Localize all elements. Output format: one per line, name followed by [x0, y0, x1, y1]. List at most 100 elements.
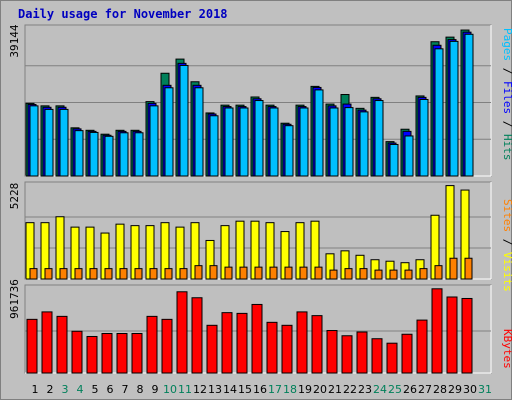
pages-bar [359, 111, 369, 177]
kbytes-bar [161, 318, 173, 374]
kbytes-bar [176, 291, 188, 374]
kbytes-bar [131, 333, 143, 374]
x-tick-label: 31 [478, 383, 492, 396]
sites-bar [134, 268, 143, 280]
pages-bar [119, 132, 129, 177]
x-tick-label: 1 [32, 383, 39, 396]
sites-bar [44, 268, 53, 280]
kbytes-bar [296, 311, 308, 374]
pages-bar [314, 89, 324, 177]
kbytes-bar [416, 319, 428, 374]
kbytes-bar [446, 296, 458, 374]
kbytes-bar [191, 297, 203, 374]
pages-bar [449, 40, 459, 177]
kbytes-bar [311, 315, 323, 374]
x-tick-label: 18 [283, 383, 297, 396]
kbytes-bar [56, 315, 68, 374]
kbytes-bar [206, 324, 218, 374]
pages-bar [149, 105, 159, 177]
sites-bar [119, 268, 128, 280]
kbytes-bar [431, 288, 443, 374]
pages-bar [224, 107, 234, 177]
sites-bar [284, 266, 293, 280]
sites-bar [464, 257, 473, 280]
sites-bar [239, 266, 248, 280]
pages-bar [44, 108, 54, 177]
kbytes-bar [71, 330, 83, 374]
x-tick-label: 19 [298, 383, 312, 396]
sites-bar [209, 265, 218, 280]
sites-bar [194, 265, 203, 280]
sites-bar [404, 269, 413, 280]
sites-bar [299, 266, 308, 280]
x-tick-label: 4 [77, 383, 84, 396]
x-tick-label: 9 [152, 383, 159, 396]
x-tick-label: 30 [463, 383, 477, 396]
pages-bar [74, 130, 84, 177]
x-tick-label: 29 [448, 383, 462, 396]
pages-bar [374, 100, 384, 177]
kbytes-bar [221, 312, 233, 374]
x-tick-label: 22 [343, 383, 357, 396]
pages-bar [329, 107, 339, 177]
x-tick-label: 13 [208, 383, 222, 396]
pages-bar [179, 64, 189, 177]
sites-bar [434, 265, 443, 280]
pages-bar [89, 131, 99, 177]
sites-bar [224, 266, 233, 280]
pages-bar [344, 107, 354, 177]
sites-bar [179, 268, 188, 280]
kbytes-bar [86, 335, 98, 374]
x-tick-label: 6 [107, 383, 114, 396]
kbytes-bar [281, 324, 293, 374]
sites-bar [164, 268, 173, 280]
x-tick-label: 5 [92, 383, 99, 396]
kbytes-bar [41, 311, 53, 374]
panel-3-ymax-label: 961736 [8, 279, 21, 319]
kbytes-bar [236, 312, 248, 374]
sites-bar [329, 269, 338, 280]
x-tick-label: 27 [418, 383, 432, 396]
x-tick-label: 15 [238, 383, 252, 396]
sites-bar [59, 268, 68, 280]
x-tick-label: 2 [47, 383, 54, 396]
pages-bar [464, 33, 474, 177]
panel-1-ymax-label: 39144 [8, 24, 21, 57]
pages-bar [59, 108, 69, 177]
sites-bar [74, 268, 83, 280]
x-tick-label: 21 [328, 383, 342, 396]
pages-bar [269, 107, 279, 177]
pages-bar [209, 115, 219, 177]
sites-bar [314, 266, 323, 280]
sites-bar [449, 257, 458, 280]
x-tick-label: 14 [223, 383, 237, 396]
x-tick-label: 7 [122, 383, 129, 396]
sites-bar [374, 269, 383, 280]
sites-bar [104, 268, 113, 280]
panel-2-axis-title: Sites / Visits [501, 199, 512, 292]
sites-bar [359, 268, 368, 280]
pages-bar [164, 87, 174, 177]
x-tick-label: 17 [268, 383, 282, 396]
kbytes-bar [146, 315, 158, 374]
kbytes-bar [341, 335, 353, 374]
kbytes-bar [101, 333, 113, 374]
kbytes-bar [26, 318, 38, 374]
pages-bar [299, 107, 309, 177]
sites-bar [89, 268, 98, 280]
pages-bar [419, 98, 429, 177]
sites-bar [419, 268, 428, 280]
pages-bar [29, 105, 39, 177]
pages-bar [194, 87, 204, 177]
pages-bar [104, 135, 114, 177]
x-tick-label: 12 [193, 383, 207, 396]
kbytes-bar [401, 333, 413, 374]
sites-bar [344, 268, 353, 280]
x-tick-label: 28 [433, 383, 447, 396]
pages-bar [389, 143, 399, 177]
chart-title: Daily usage for November 2018 [18, 7, 228, 21]
x-tick-label: 26 [403, 383, 417, 396]
x-tick-label: 11 [178, 383, 192, 396]
